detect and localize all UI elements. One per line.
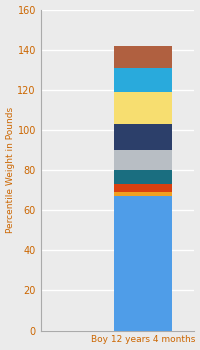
Bar	[114, 192, 172, 196]
Y-axis label: Percentile Weight in Pounds: Percentile Weight in Pounds	[6, 107, 15, 233]
Bar	[114, 92, 172, 124]
Bar	[114, 196, 172, 331]
Bar	[114, 170, 172, 184]
Bar	[114, 124, 172, 150]
Bar	[114, 150, 172, 170]
Bar	[114, 68, 172, 92]
Bar	[114, 184, 172, 192]
Bar	[114, 46, 172, 68]
